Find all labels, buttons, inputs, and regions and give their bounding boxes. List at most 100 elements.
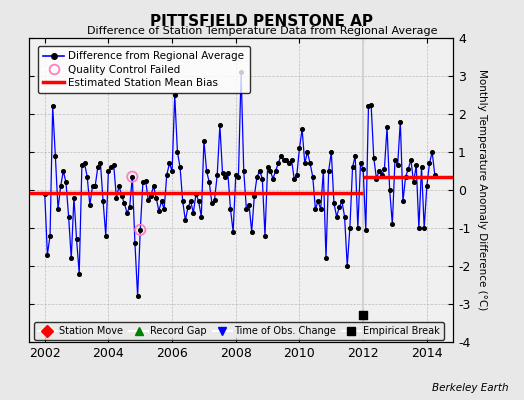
Point: [104, 168, 113, 174]
Point: [271, 168, 280, 174]
Point: [367, 101, 375, 108]
Point: [377, 172, 386, 178]
Point: [125, 204, 134, 210]
Point: [102, 232, 110, 239]
Point: [184, 204, 192, 210]
Point: [75, 270, 83, 277]
Point: [351, 153, 359, 159]
Point: [428, 149, 436, 155]
Point: [89, 183, 97, 189]
Legend: Station Move, Record Gap, Time of Obs. Change, Empirical Break: Station Move, Record Gap, Time of Obs. C…: [34, 322, 444, 340]
Point: [134, 293, 142, 300]
Point: [338, 198, 346, 205]
Point: [139, 179, 147, 186]
Y-axis label: Monthly Temperature Anomaly Difference (°C): Monthly Temperature Anomaly Difference (…: [477, 69, 487, 311]
Point: [157, 198, 166, 205]
Point: [274, 160, 282, 166]
Point: [362, 227, 370, 233]
Point: [64, 214, 73, 220]
Point: [417, 164, 425, 170]
Point: [208, 200, 216, 206]
Point: [168, 168, 176, 174]
Point: [221, 174, 230, 180]
Point: [401, 174, 410, 180]
Point: [112, 194, 121, 201]
Point: [57, 183, 65, 189]
Point: [62, 179, 70, 186]
Point: [330, 200, 338, 206]
Point: [115, 183, 123, 189]
Point: [149, 183, 158, 189]
Point: [85, 202, 94, 208]
Point: [364, 103, 373, 110]
Point: [80, 160, 89, 166]
Point: [205, 179, 213, 186]
Point: [213, 172, 222, 178]
Point: [311, 206, 320, 212]
Point: [369, 154, 378, 161]
Point: [290, 175, 298, 182]
Point: [253, 174, 261, 180]
Point: [346, 225, 354, 231]
Point: [173, 149, 182, 155]
Point: [359, 166, 367, 172]
Point: [224, 170, 232, 176]
Point: [107, 164, 115, 170]
Point: [120, 200, 128, 206]
Point: [152, 194, 160, 201]
Point: [319, 168, 328, 174]
Point: [391, 156, 399, 163]
Point: [237, 69, 245, 75]
Point: [332, 214, 341, 220]
Point: [141, 177, 150, 184]
Point: [348, 164, 357, 170]
Point: [359, 312, 367, 318]
Point: [425, 160, 434, 166]
Point: [117, 192, 126, 199]
Point: [409, 179, 418, 186]
Point: [110, 162, 118, 168]
Point: [194, 198, 203, 205]
Point: [96, 160, 105, 166]
Point: [160, 206, 168, 212]
Point: [67, 255, 75, 262]
Point: [144, 196, 152, 203]
Point: [423, 183, 431, 189]
Point: [94, 164, 102, 170]
Point: [242, 206, 250, 212]
Point: [202, 168, 211, 174]
Point: [420, 225, 429, 231]
Point: [396, 118, 405, 125]
Point: [266, 168, 275, 174]
Point: [155, 208, 163, 214]
Point: [176, 164, 184, 170]
Point: [279, 156, 288, 163]
Point: [380, 166, 389, 172]
Point: [277, 153, 285, 159]
Point: [322, 255, 330, 262]
Point: [407, 156, 415, 163]
Point: [282, 156, 290, 163]
Point: [404, 166, 412, 172]
Point: [59, 168, 68, 174]
Point: [128, 174, 136, 180]
Point: [123, 210, 131, 216]
Point: [91, 183, 100, 189]
Point: [412, 162, 420, 168]
Point: [296, 145, 304, 151]
Point: [388, 221, 397, 227]
Point: [170, 92, 179, 98]
Point: [179, 198, 187, 205]
Point: [197, 214, 205, 220]
Point: [46, 232, 54, 239]
Point: [383, 124, 391, 130]
Point: [72, 236, 81, 242]
Point: [314, 198, 322, 205]
Point: [375, 168, 383, 174]
Point: [306, 160, 314, 166]
Point: [256, 168, 264, 174]
Point: [269, 175, 277, 182]
Point: [216, 122, 224, 128]
Point: [78, 162, 86, 168]
Point: [40, 191, 49, 197]
